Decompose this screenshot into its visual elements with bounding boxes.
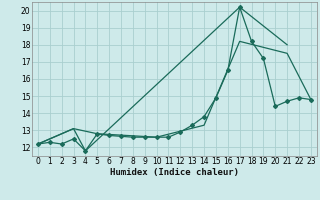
X-axis label: Humidex (Indice chaleur): Humidex (Indice chaleur) bbox=[110, 168, 239, 177]
